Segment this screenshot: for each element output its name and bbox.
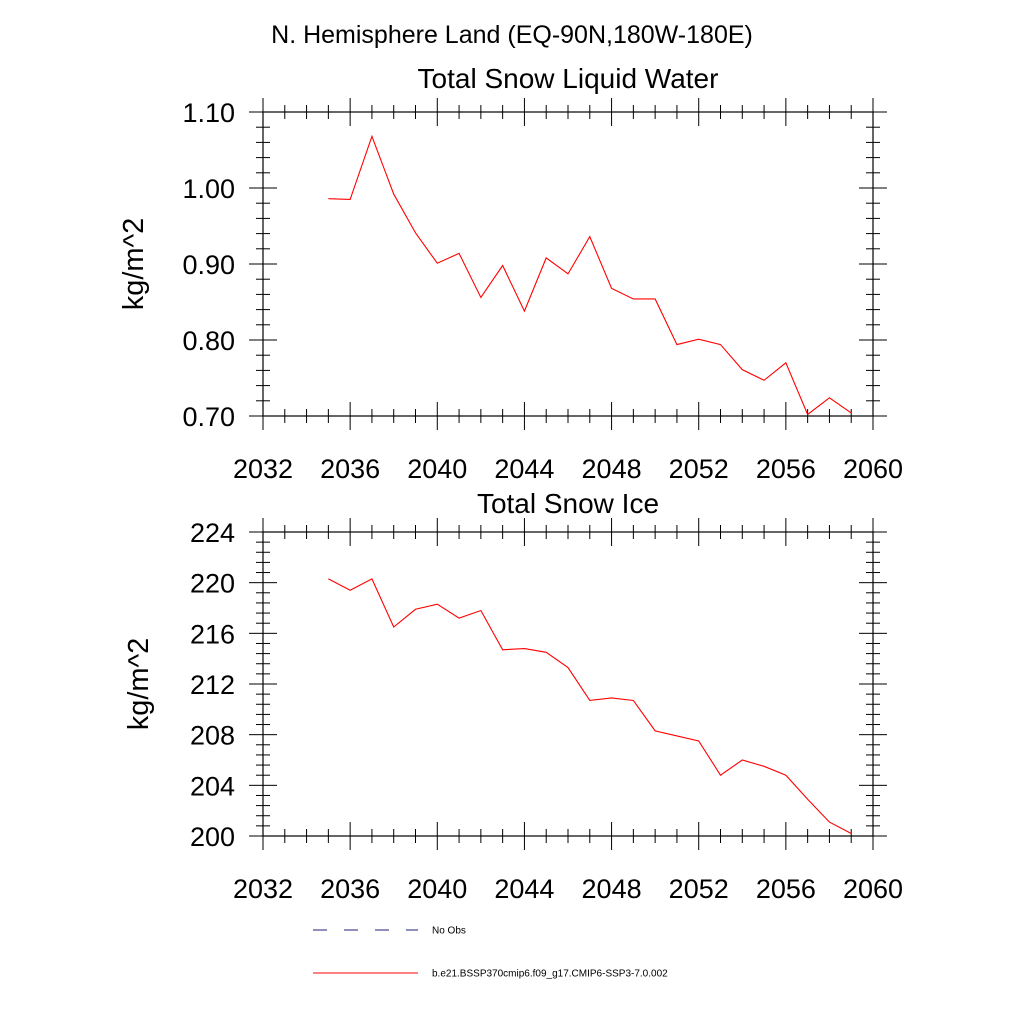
x-tick-label: 2048 xyxy=(582,454,642,484)
series-line xyxy=(328,134,852,416)
plot-frame xyxy=(262,531,874,837)
y-tick-label: 216 xyxy=(190,619,235,649)
x-tick-label: 2060 xyxy=(843,454,903,484)
y-tick-label: 220 xyxy=(190,569,235,599)
y-tick-label: 0.80 xyxy=(182,326,235,356)
x-tick-label: 2032 xyxy=(233,874,293,904)
y-axis-label: kg/m^2 xyxy=(118,218,150,311)
x-tick-label: 2036 xyxy=(320,454,380,484)
y-tick-label: 0.90 xyxy=(182,250,235,280)
series-line xyxy=(328,578,852,834)
x-tick-label: 2036 xyxy=(320,874,380,904)
legend: No Obs b.e21.BSSP370cmip6.f09_g17.CMIP6-S… xyxy=(313,926,668,980)
y-tick-label: 200 xyxy=(190,822,235,852)
y-axis-label: kg/m^2 xyxy=(123,638,155,731)
x-tick-label: 2056 xyxy=(756,874,816,904)
x-tick-label: 2032 xyxy=(233,454,293,484)
chart-snow-ice: Total Snow Ice kg/m^2 2032 2036 2040 2044 2048… xyxy=(123,488,903,904)
x-tick-label: 2056 xyxy=(756,454,816,484)
legend-label-1: No Obs xyxy=(432,926,466,937)
x-tick-label: 2052 xyxy=(669,874,729,904)
x-tick-label: 2048 xyxy=(582,874,642,904)
y-tick-label: 204 xyxy=(190,771,235,801)
chart-title: Total Snow Liquid Water xyxy=(418,63,719,94)
y-tick-label: 1.00 xyxy=(182,174,235,204)
x-tick-label: 2040 xyxy=(407,454,467,484)
y-tick-label: 212 xyxy=(190,670,235,700)
x-tick-label: 2052 xyxy=(669,454,729,484)
chart-title: Total Snow Ice xyxy=(477,488,659,519)
x-tick-label: 2044 xyxy=(494,874,554,904)
y-tick-label: 208 xyxy=(190,721,235,751)
x-tick-label: 2040 xyxy=(407,874,467,904)
x-tick-label: 2044 xyxy=(494,454,554,484)
plot-frame xyxy=(262,111,874,417)
legend-label-2: b.e21.BSSP370cmip6.f09_g17.CMIP6-SSP3-7.… xyxy=(432,969,668,980)
y-tick-label: 1.10 xyxy=(182,98,235,128)
y-tick-label: 0.70 xyxy=(182,402,235,432)
x-tick-label: 2060 xyxy=(843,874,903,904)
page-title: N. Hemisphere Land (EQ-90N,180W-180E) xyxy=(271,21,753,49)
chart-snow-liquid-water: Total Snow Liquid Water kg/m^2 2032 2036 204… xyxy=(118,63,903,484)
y-tick-label: 224 xyxy=(190,518,235,548)
